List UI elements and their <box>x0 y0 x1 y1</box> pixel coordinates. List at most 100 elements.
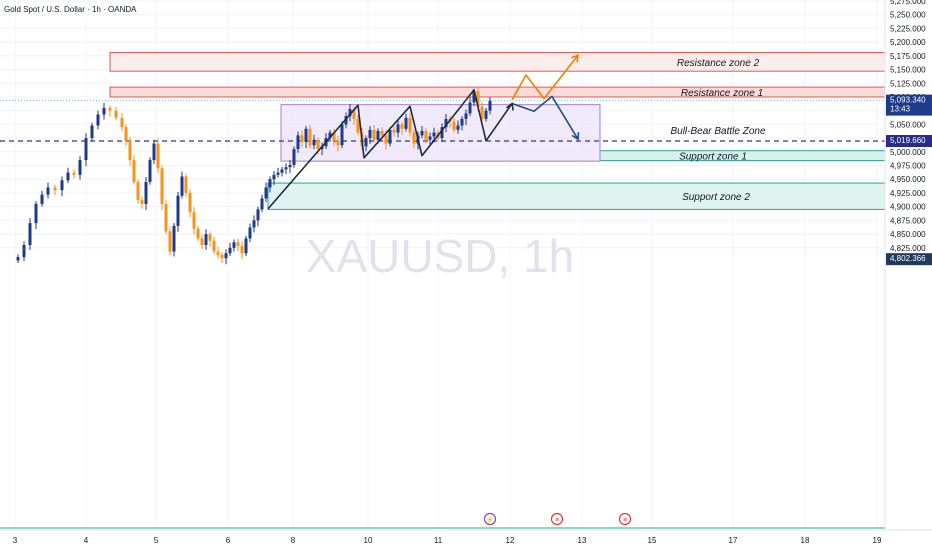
candle-body <box>316 139 320 150</box>
price-tick-label: 5,125.000 <box>890 79 926 88</box>
candle-body <box>368 129 372 139</box>
candle-body <box>312 139 316 146</box>
price-tick-label: 4,825.000 <box>890 244 926 253</box>
price-tick-label: 4,925.000 <box>890 189 926 198</box>
price-tick-label: 4,875.000 <box>890 216 926 225</box>
candle-body <box>308 128 312 146</box>
candle-body <box>272 174 276 180</box>
time-tick-label: 3 <box>13 536 18 545</box>
zone-label: Support zone 2 <box>682 192 750 203</box>
price-tick-label: 4,975.000 <box>890 162 926 171</box>
candle-body <box>464 113 468 119</box>
candle-body <box>460 118 464 126</box>
us-flag-icon[interactable]: ≡ <box>618 512 632 526</box>
candle-body <box>392 129 396 133</box>
wave-arrowhead <box>505 102 514 111</box>
candle-body <box>164 203 168 232</box>
us-flag-icon[interactable]: ≡ <box>550 512 564 526</box>
candle-body <box>456 125 460 130</box>
candle-body <box>388 129 392 144</box>
candle-body <box>224 253 228 259</box>
candle-body <box>200 238 204 246</box>
candle-body <box>148 160 152 182</box>
candle-body <box>432 132 436 137</box>
candle-body <box>348 109 352 117</box>
time-tick-label: 10 <box>364 536 373 545</box>
candle-body <box>60 180 64 191</box>
price-tag-text: 5,019.660 <box>890 136 926 145</box>
candle-body <box>384 135 388 144</box>
candle-body <box>364 138 368 147</box>
candle-body <box>356 118 360 133</box>
lightning-icon[interactable]: ⚡ <box>483 512 497 526</box>
candle-body <box>264 187 268 199</box>
zone-label: Resistance zone 2 <box>677 58 760 69</box>
candle-body <box>344 116 348 125</box>
candle-body <box>444 118 448 128</box>
candle-body <box>34 203 38 224</box>
candle-body <box>192 212 196 229</box>
candle-body <box>128 140 132 161</box>
candle-body <box>160 168 164 204</box>
wave-path <box>267 89 513 210</box>
price-tick-label: 5,225.000 <box>890 24 926 33</box>
candle-body <box>480 106 484 119</box>
price-tag-text: 13:43 <box>890 105 911 114</box>
event-icon-ring <box>483 512 497 526</box>
event-icon-ring <box>550 512 564 526</box>
candle-body <box>108 107 112 111</box>
candle-body <box>22 245 26 258</box>
battle-zone-label: Bull-Bear Battle Zone <box>670 126 765 137</box>
candle-body <box>396 124 400 133</box>
price-tick-label: 5,175.000 <box>890 52 926 61</box>
price-tag-bg <box>886 253 932 266</box>
price-tick-label: 5,275.000 <box>890 0 926 6</box>
candle-body <box>208 234 212 241</box>
candle-body <box>472 91 476 103</box>
candle-body <box>188 192 192 213</box>
candle-body <box>172 225 176 252</box>
price-tag-bg <box>886 94 932 116</box>
candle-body <box>212 240 216 252</box>
candle-body <box>476 91 480 107</box>
candle-body <box>232 242 236 248</box>
candle-body <box>240 246 244 254</box>
candle-body <box>340 124 344 146</box>
candle-body <box>400 124 404 129</box>
candle-body <box>280 169 284 173</box>
price-tick-label: 5,150.000 <box>890 66 926 75</box>
zone-resistance-zone-2 <box>109 52 886 72</box>
candle-body <box>114 110 118 118</box>
candle-body <box>268 179 272 188</box>
candle-body <box>136 181 140 201</box>
candle-body <box>96 114 100 126</box>
candle-body <box>300 135 304 142</box>
candle-body <box>292 149 296 165</box>
zone-label: Support zone 1 <box>679 152 747 163</box>
candle-body <box>372 129 376 140</box>
time-tick-label: 13 <box>578 536 587 545</box>
candle-body <box>412 132 416 144</box>
price-tag-bg <box>886 135 932 148</box>
time-tick-label: 8 <box>291 536 296 545</box>
candle-body <box>66 172 70 181</box>
price-tick-label: 5,250.000 <box>890 11 926 20</box>
candle-body <box>244 238 248 254</box>
price-tick-label: 5,200.000 <box>890 38 926 47</box>
time-tick-label: 4 <box>84 536 89 545</box>
zone-support-zone-2 <box>267 182 886 210</box>
candle-body <box>484 110 488 119</box>
chart-title: Gold Spot / U.S. Dollar · 1h · OANDA <box>4 5 137 14</box>
candle-body <box>140 200 144 204</box>
time-tick-label: 12 <box>506 536 515 545</box>
bearish-projection-path <box>511 95 579 140</box>
time-tick-label: 17 <box>729 536 738 545</box>
bullish-projection-path <box>511 54 579 101</box>
candle-body <box>78 160 82 175</box>
candle-body <box>16 257 20 261</box>
candle-body <box>452 121 456 130</box>
candle-body <box>428 136 432 140</box>
price-tick-label: 5,050.000 <box>890 120 926 129</box>
